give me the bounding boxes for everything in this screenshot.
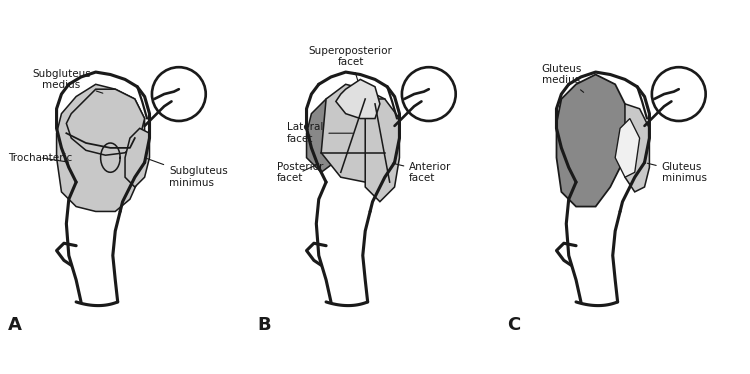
Text: B: B (258, 316, 272, 334)
Text: Gluteus
minimus: Gluteus minimus (647, 162, 706, 183)
Text: Subgluteus
medius: Subgluteus medius (32, 68, 103, 93)
Polygon shape (365, 99, 400, 202)
Text: Anterior
facet: Anterior facet (392, 162, 452, 183)
Polygon shape (125, 128, 149, 187)
Text: A: A (8, 316, 22, 334)
Polygon shape (625, 104, 650, 192)
Text: Posterior
facet: Posterior facet (278, 162, 323, 183)
Text: Superoposterior
facet: Superoposterior facet (308, 46, 392, 86)
Polygon shape (66, 89, 145, 155)
Text: Lateral
facet: Lateral facet (287, 122, 352, 144)
Text: Gluteus
medius: Gluteus medius (542, 64, 584, 92)
Polygon shape (336, 79, 380, 119)
Polygon shape (556, 74, 630, 206)
Polygon shape (321, 84, 394, 182)
Polygon shape (615, 119, 640, 177)
Text: Trochanteric: Trochanteric (8, 153, 72, 163)
Text: Subgluteus
minimus: Subgluteus minimus (147, 159, 228, 188)
Text: C: C (508, 316, 520, 334)
Polygon shape (56, 84, 145, 211)
Polygon shape (307, 89, 365, 172)
